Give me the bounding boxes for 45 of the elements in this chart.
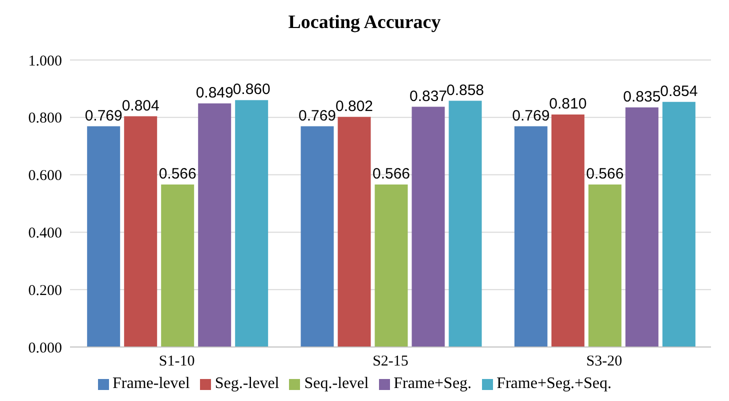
data-label: 0.837 — [409, 88, 448, 105]
data-label: 0.566 — [586, 166, 624, 183]
data-label: 0.849 — [196, 84, 234, 102]
bar — [235, 100, 268, 347]
x-tick-label: S2-15 — [372, 354, 408, 370]
bar — [338, 116, 371, 347]
legend-label: Frame+Seg. — [394, 375, 472, 392]
bar — [625, 107, 658, 347]
x-tick-label: S3-20 — [586, 354, 622, 370]
legend-label: Seq.-level — [304, 375, 369, 392]
bar — [448, 100, 482, 347]
data-label: 0.810 — [549, 96, 587, 113]
bar — [588, 184, 622, 347]
bar — [374, 184, 408, 347]
legend-label: Frame+Seg.+Seq. — [496, 375, 612, 392]
data-label: 0.858 — [446, 82, 484, 99]
data-label: 0.835 — [623, 88, 661, 106]
y-tick-label: 0.600 — [28, 168, 62, 184]
chart-title: Locating Accuracy — [287, 11, 442, 35]
data-label: 0.566 — [158, 166, 196, 183]
y-tick-label: 0.400 — [28, 226, 62, 242]
bar — [124, 116, 158, 347]
data-label: 0.804 — [122, 97, 160, 114]
legend-label: Seg.-level — [214, 375, 280, 392]
y-tick-label: 0.200 — [28, 282, 62, 299]
x-tick-label: S1-10 — [158, 354, 195, 370]
bar — [300, 126, 334, 347]
data-label: 0.802 — [335, 98, 374, 115]
bar — [87, 126, 120, 347]
y-tick-label: 0.000 — [28, 340, 62, 356]
data-label: 0.566 — [372, 166, 410, 183]
y-tick-label: 1.000 — [28, 53, 62, 70]
bar — [662, 102, 696, 347]
data-label: 0.769 — [512, 107, 550, 124]
bar — [161, 184, 194, 347]
data-label: 0.854 — [660, 82, 698, 100]
bar — [412, 106, 445, 347]
bar — [551, 114, 584, 347]
data-label: 0.769 — [84, 107, 122, 124]
y-tick-label: 0.800 — [28, 110, 62, 127]
data-label: 0.860 — [232, 81, 270, 98]
legend-label: Frame-level — [112, 375, 190, 392]
bar — [514, 126, 548, 347]
data-label: 0.769 — [298, 107, 336, 124]
bar — [198, 103, 232, 347]
